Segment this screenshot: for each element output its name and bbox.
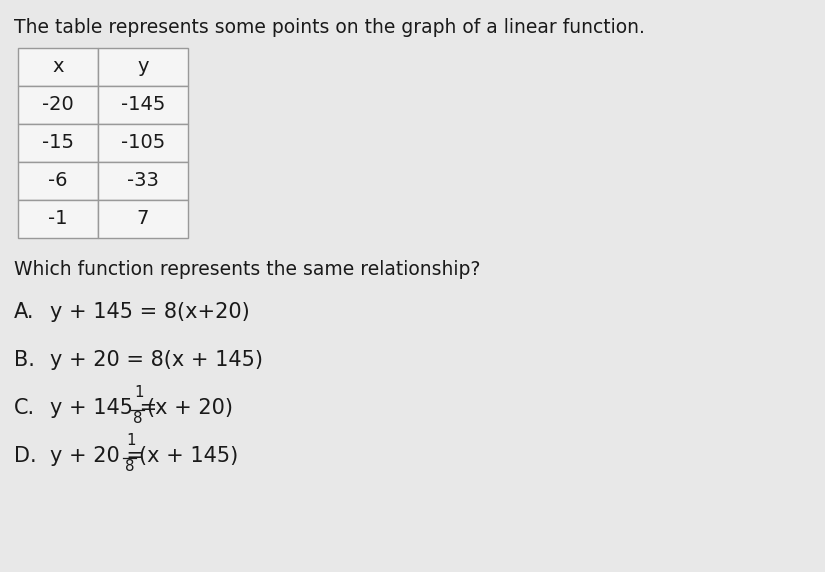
Text: y: y [137, 58, 148, 77]
Text: (x + 20): (x + 20) [147, 398, 233, 418]
Text: x: x [52, 58, 64, 77]
Text: 1: 1 [126, 433, 135, 448]
Text: A.: A. [14, 302, 35, 322]
Text: y + 145 =: y + 145 = [50, 398, 164, 418]
Bar [98, 200, 188, 238]
Text: -105: -105 [121, 133, 165, 153]
Text: C.: C. [14, 398, 35, 418]
Text: -15: -15 [42, 133, 74, 153]
Text: 1: 1 [134, 385, 144, 400]
Text: -1: -1 [48, 209, 68, 228]
Text: y + 145 = 8(x+20): y + 145 = 8(x+20) [50, 302, 250, 322]
Text: (x + 145): (x + 145) [139, 446, 238, 466]
Bar [98, 124, 188, 162]
Bar [98, 86, 188, 124]
Bar [98, 48, 188, 86]
Text: -145: -145 [120, 96, 165, 114]
Bar [98, 162, 188, 200]
Text: Which function represents the same relationship?: Which function represents the same relat… [14, 260, 480, 279]
Text: -33: -33 [127, 172, 159, 190]
Text: The table represents some points on the graph of a linear function.: The table represents some points on the … [14, 18, 645, 37]
Text: -6: -6 [48, 172, 68, 190]
Bar [18, 162, 98, 200]
Text: D.: D. [14, 446, 36, 466]
Text: B.: B. [14, 350, 35, 370]
Bar [18, 200, 98, 238]
Text: -20: -20 [42, 96, 74, 114]
Text: y + 20 =: y + 20 = [50, 446, 151, 466]
Text: 7: 7 [137, 209, 149, 228]
Text: y + 20 = 8(x + 145): y + 20 = 8(x + 145) [50, 350, 263, 370]
Text: 8: 8 [125, 459, 134, 474]
Bar [18, 124, 98, 162]
Bar [18, 48, 98, 86]
Bar [18, 86, 98, 124]
Text: 8: 8 [133, 411, 143, 426]
